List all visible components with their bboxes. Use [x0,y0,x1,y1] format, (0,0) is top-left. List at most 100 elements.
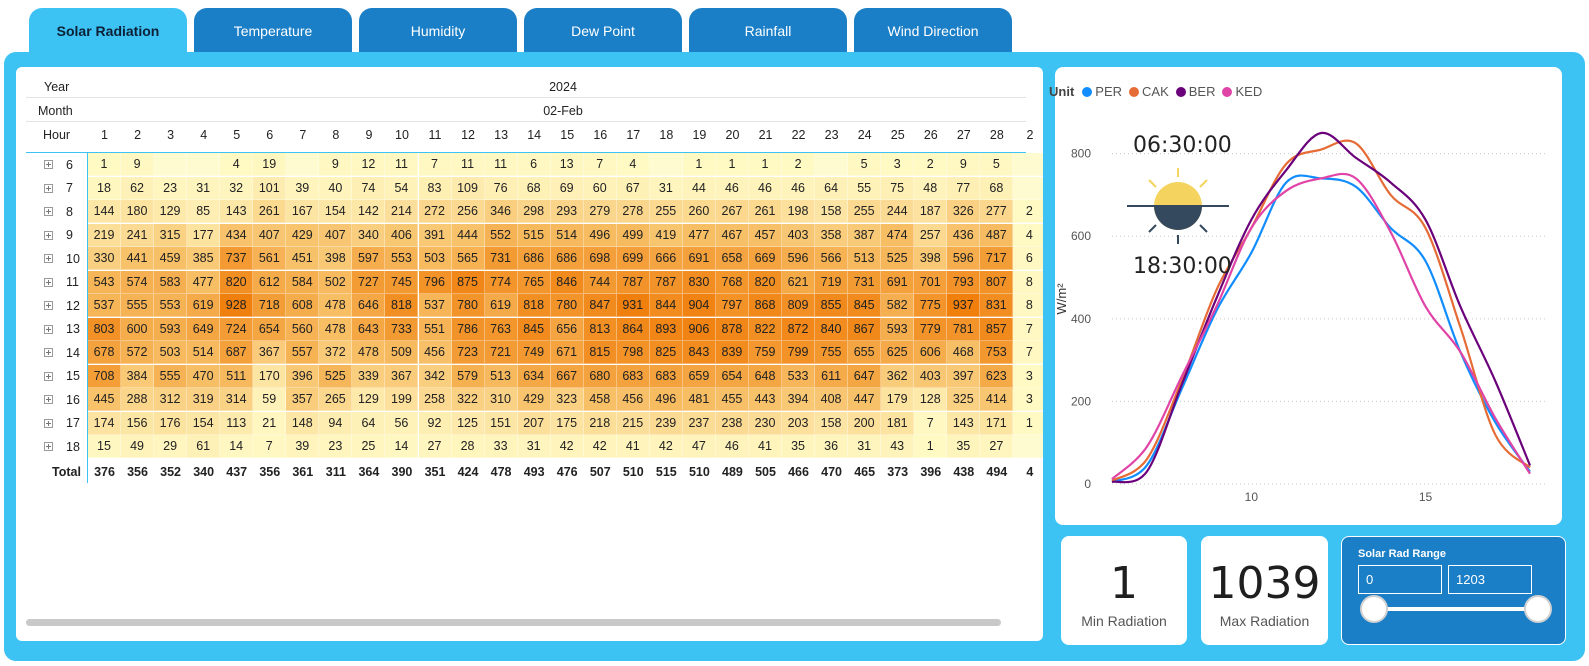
matrix-cell: 608 [286,294,320,317]
matrix-cell: 455 [715,388,749,411]
matrix-cell: 154 [187,411,221,435]
expand-icon[interactable] [44,395,53,404]
matrix-cell: 419 [649,223,683,247]
expand-icon[interactable] [44,442,53,451]
matrix-cell: 177 [187,223,221,247]
matrix-cell: 298 [517,200,551,223]
column-header: 22 [791,128,806,142]
horizontal-scrollbar[interactable] [26,619,1001,626]
matrix-cell: 553 [385,247,419,270]
expand-icon[interactable] [44,301,53,310]
column-header: 4 [200,128,208,142]
matrix-cell: 219 [88,223,121,247]
legend-title: Unit [1049,84,1075,99]
matrix-cell: 667 [550,364,584,388]
matrix-cell: 406 [385,223,419,247]
matrix-cell: 878 [715,317,749,341]
matrix-cell: 148 [286,411,320,435]
matrix-cell: 1 [715,153,749,176]
matrix-cell: 857 [980,317,1014,341]
matrix-cell: 584 [286,270,320,294]
legend-item[interactable]: KED [1222,84,1262,99]
matrix-cell: 721 [484,341,518,364]
expand-icon[interactable] [44,207,53,216]
tab-dew-point[interactable]: Dew Point [524,8,682,54]
matrix-cell: 3 [1013,388,1043,411]
matrix-cell: 623 [980,364,1014,388]
matrix-cell: 803 [88,317,121,341]
expand-icon[interactable] [44,418,53,428]
range-max-input[interactable]: 1203 [1448,565,1532,594]
matrix-cell: 786 [451,317,485,341]
row-header: 6 [16,153,104,176]
column-header: 26 [923,128,938,142]
column-header: 7 [299,128,307,142]
matrix-cell: 59 [253,388,287,411]
matrix-cell: 5 [848,153,882,176]
range-min-handle[interactable] [1360,595,1388,623]
matrix-cell: 717 [980,247,1014,270]
matrix-cell: 593 [154,317,188,341]
expand-icon[interactable] [44,324,53,334]
y-tick-label: 400 [1071,312,1091,326]
matrix-cell: 198 [782,200,816,223]
legend-item[interactable]: BER [1175,84,1215,99]
hour-value: 11 [66,275,79,289]
tab-humidity[interactable]: Humidity [359,8,517,54]
matrix-cell: 765 [517,270,551,294]
matrix-cell: 820 [749,270,782,294]
matrix-cell: 214 [385,200,419,223]
expand-icon[interactable] [44,348,53,357]
matrix-cell: 478 [319,317,353,341]
matrix-cell [649,153,683,176]
matrix-cell: 8 [1013,270,1043,294]
matrix-cell: 31 [517,435,551,458]
expand-icon[interactable] [44,254,53,263]
expand-icon[interactable] [44,277,53,287]
column-header: 3 [167,128,175,142]
range-slider-track[interactable] [1374,607,1540,611]
expand-icon[interactable] [44,183,53,193]
matrix-cell: 686 [517,247,551,270]
tab-temperature[interactable]: Temperature [194,8,352,54]
tab-rainfall[interactable]: Rainfall [689,8,847,54]
matrix-cell: 31 [187,176,221,200]
matrix-cell: 397 [947,364,981,388]
matrix-cell: 156 [121,411,155,435]
month-label: Month [38,104,73,118]
matrix-cell: 724 [220,317,254,341]
expand-icon[interactable] [44,160,53,169]
expand-icon[interactable] [44,371,53,381]
matrix-cell: 621 [782,270,816,294]
legend-item[interactable]: CAK [1129,84,1169,99]
matrix-cell: 174 [88,411,121,435]
matrix-cell: 807 [980,270,1014,294]
matrix-cell: 187 [914,200,948,223]
tab-wind-direction[interactable]: Wind Direction [854,8,1012,54]
matrix-cell: 21 [253,411,287,435]
matrix-cell: 315 [154,223,188,247]
tab-solar-radiation[interactable]: Solar Radiation [29,8,187,54]
matrix-cell: 456 [418,341,452,364]
matrix-cell: 844 [649,294,683,317]
matrix-cell: 436 [947,223,981,247]
hour-value: 10 [66,251,80,266]
matrix-cell: 151 [484,411,518,435]
matrix-cell: 144 [88,200,121,223]
range-max-handle[interactable] [1524,595,1552,623]
matrix-cell: 215 [616,411,650,435]
matrix-cell: 278 [616,200,650,223]
matrix-cell: 625 [881,341,915,364]
total-cell: 515 [655,464,677,479]
range-min-input[interactable]: 0 [1358,565,1442,594]
total-cell: 507 [589,464,611,479]
matrix-cell: 387 [848,223,882,247]
legend-item[interactable]: PER [1082,84,1122,99]
matrix-cell: 656 [550,317,584,341]
matrix-cell: 60 [583,176,617,200]
max-radiation-card: 1039 Max Radiation [1201,536,1328,645]
matrix-cell: 11 [385,153,419,176]
expand-icon[interactable] [44,230,53,240]
hour-value: 16 [66,392,80,407]
total-cell: 465 [854,464,876,479]
